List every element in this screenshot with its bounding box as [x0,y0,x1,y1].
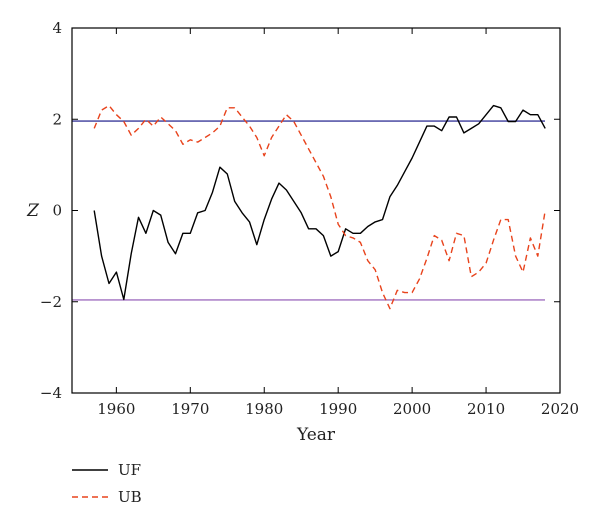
reference-lines [72,120,545,301]
series-line-uf [93,104,546,301]
series-line-ub [93,104,546,310]
y-tick-labels: −4 −2 0 2 4 [40,19,62,402]
y-tick-label: −4 [40,384,62,402]
x-tick-label: 1960 [97,400,135,418]
legend-label-ub: UB [118,488,142,506]
x-tick-labels: 1960 1970 1980 1990 2000 2010 2020 [97,400,579,418]
axis-ticks [72,27,561,394]
x-tick-label: 1990 [319,400,357,418]
x-tick-label: 1980 [245,400,283,418]
x-tick-label: 2020 [541,400,579,418]
x-tick-label: 2010 [467,400,505,418]
y-axis-title: Z [26,201,40,221]
x-axis-title: Year [296,425,336,445]
x-tick-label: 1970 [171,400,209,418]
y-tick-label: 2 [52,110,62,128]
y-tick-label: 4 [52,19,62,37]
legend-label-uf: UF [118,461,141,479]
series-lines [93,104,546,310]
plot-frame [71,27,561,394]
y-tick-label: 0 [52,202,62,220]
legend: UF UB [72,461,142,506]
x-tick-label: 2000 [393,400,431,418]
y-tick-label: −2 [40,293,62,311]
